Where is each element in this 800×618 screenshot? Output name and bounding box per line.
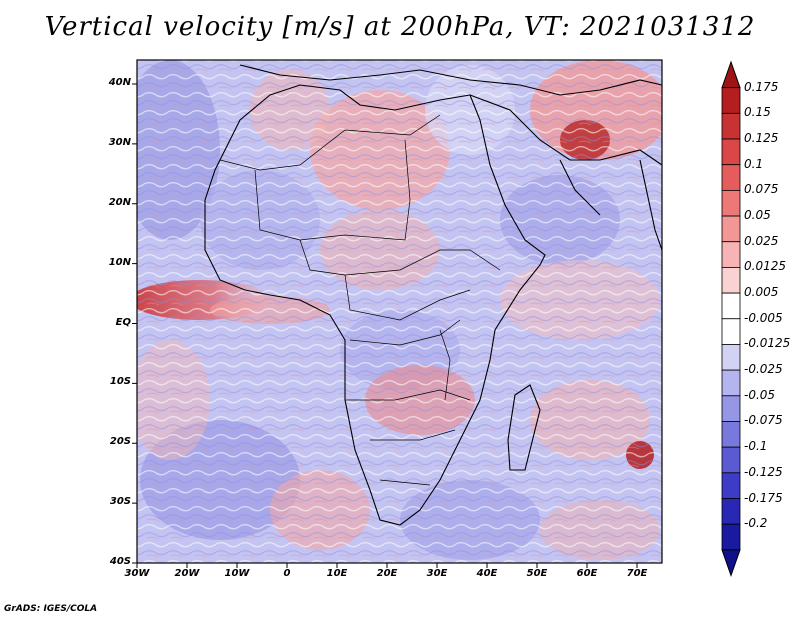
longitude-label: 30E <box>426 568 448 579</box>
colorbar-label: 0.1 <box>744 156 764 171</box>
colorbar-segment <box>721 318 741 345</box>
latitude-label: EQ <box>115 316 131 328</box>
colorbar-bottom-arrow <box>721 549 741 578</box>
coastlines <box>204 64 663 526</box>
longitude-label: 20W <box>174 568 200 579</box>
colorbar-label: -0.125 <box>744 464 783 479</box>
longitude-label: 70E <box>626 568 648 579</box>
colorbar-label: -0.0125 <box>744 336 791 351</box>
colorbar-segment <box>721 267 741 294</box>
plot-frame <box>136 59 663 564</box>
colorbar-label: 0.0125 <box>744 259 786 274</box>
colorbar-segment <box>721 446 741 474</box>
colorbar-segment <box>721 138 741 166</box>
colorbar-label: -0.2 <box>744 516 768 531</box>
colorbar-segment <box>721 87 741 114</box>
latitude-label: 10N <box>108 256 131 268</box>
colorbar-label: -0.175 <box>744 490 783 505</box>
colorbar-label: -0.1 <box>744 439 768 454</box>
longitude-label: 0 <box>283 568 291 579</box>
colorbar-segment <box>721 112 741 140</box>
colorbar-top-arrow <box>721 60 741 89</box>
longitude-label: 10W <box>224 568 250 579</box>
latitude-label: 40S <box>109 556 131 567</box>
colorbar-label: 0.15 <box>744 105 771 120</box>
colorbar-label: -0.075 <box>744 413 783 428</box>
colorbar-label: 0.125 <box>744 131 779 146</box>
colorbar <box>721 60 741 578</box>
longitude-label: 20E <box>376 568 398 579</box>
colorbar-segment <box>721 215 741 243</box>
colorbar-label: 0.005 <box>744 285 779 300</box>
colorbar-segment <box>721 369 741 397</box>
longitude-label: 50E <box>526 568 548 579</box>
latitude-label: 10S <box>109 376 131 388</box>
longitude-label: 40E <box>476 568 498 579</box>
country-borders <box>219 114 501 486</box>
axis-ticks <box>132 83 638 568</box>
colorbar-segment <box>721 421 741 448</box>
latitude-label: 40N <box>108 77 131 88</box>
latitude-label: 20S <box>109 436 131 448</box>
colorbar-label: 0.025 <box>744 233 779 248</box>
colorbar-segment <box>721 523 741 551</box>
colorbar-segment <box>721 344 741 371</box>
colorbar-segment <box>721 395 741 422</box>
colorbar-segment <box>721 241 741 268</box>
colorbar-segment <box>721 164 741 191</box>
colorbar-label: -0.05 <box>744 387 776 402</box>
longitude-label: 30W <box>124 568 150 579</box>
longitude-label: 10E <box>326 568 348 579</box>
colorbar-label: 0.075 <box>744 182 779 197</box>
colorbar-label: -0.005 <box>744 310 783 325</box>
footer-credit: GrADS: IGES/COLA <box>4 604 98 614</box>
latitude-label: 30S <box>109 496 131 508</box>
map-title: Vertical velocity [m/s] at 200hPa, VT: 2… <box>44 12 756 42</box>
colorbar-label: 0.175 <box>744 79 779 94</box>
colorbar-segment <box>721 472 741 499</box>
colorbar-segment <box>721 292 741 320</box>
longitude-label: 60E <box>576 568 598 579</box>
velocity-field <box>137 60 662 563</box>
colorbar-label: -0.025 <box>744 362 783 377</box>
colorbar-label: 0.05 <box>744 208 771 223</box>
latitude-label: 30N <box>108 136 131 148</box>
latitude-label: 20N <box>108 196 131 208</box>
colorbar-segment <box>721 498 741 525</box>
colorbar-segment <box>721 189 741 217</box>
